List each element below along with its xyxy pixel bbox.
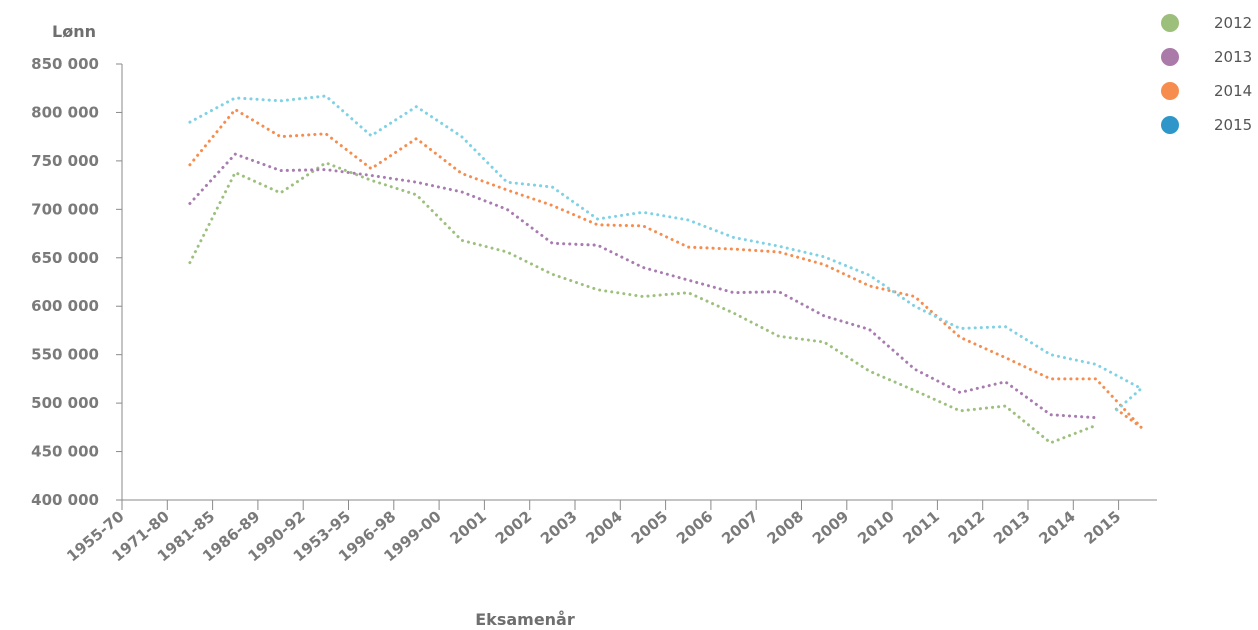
series-line-2013 bbox=[188, 152, 1098, 420]
x-tick-label: 2007 bbox=[718, 507, 762, 548]
series-line-2012 bbox=[188, 161, 1098, 445]
y-tick-label: 550 000 bbox=[31, 346, 99, 364]
y-tick-label: 400 000 bbox=[31, 491, 99, 509]
legend-marker-2014 bbox=[1161, 82, 1179, 100]
legend-label-2013: 2013 bbox=[1214, 48, 1252, 66]
y-tick-label: 800 000 bbox=[31, 103, 99, 121]
x-axis-title: Eksamenår bbox=[475, 610, 575, 629]
x-tick-label: 2013 bbox=[990, 507, 1034, 548]
legend-label-2015: 2015 bbox=[1214, 116, 1252, 134]
x-tick-label: 2002 bbox=[492, 507, 536, 548]
legend-marker-2012 bbox=[1161, 14, 1179, 32]
y-tick-label: 750 000 bbox=[31, 152, 99, 170]
x-tick-label: 2004 bbox=[582, 507, 626, 548]
legend-marker-2015 bbox=[1161, 116, 1179, 134]
x-tick-label: 2009 bbox=[809, 507, 853, 548]
legend: 2012 2013 2014 2015 bbox=[1161, 14, 1252, 134]
legend-label-2012: 2012 bbox=[1214, 14, 1252, 32]
x-tick-label: 2003 bbox=[537, 507, 581, 548]
x-tick-label: 2014 bbox=[1035, 507, 1079, 548]
series-line-2015 bbox=[188, 94, 1143, 414]
y-tick-label: 600 000 bbox=[31, 297, 99, 315]
x-tick-label: 2005 bbox=[628, 507, 672, 548]
x-tick-label: 2012 bbox=[945, 507, 989, 548]
y-tick-label: 650 000 bbox=[31, 249, 99, 267]
y-axis-title: Lønn bbox=[52, 22, 96, 41]
legend-marker-2013 bbox=[1161, 48, 1179, 66]
y-tick-label: 450 000 bbox=[31, 443, 99, 461]
y-tick-label: 500 000 bbox=[31, 394, 99, 412]
legend-label-2014: 2014 bbox=[1214, 82, 1252, 100]
y-ticks: 400 000 450 000 500 000 550 000 600 000 650 0… bbox=[31, 55, 122, 509]
series-line-2014 bbox=[188, 108, 1143, 429]
x-tick-label: 2001 bbox=[446, 507, 490, 548]
x-tick-label: 2008 bbox=[764, 507, 808, 548]
x-tick-label: 2011 bbox=[899, 507, 943, 548]
y-tick-label: 700 000 bbox=[31, 200, 99, 218]
series-lines bbox=[188, 94, 1143, 445]
x-tick-label: 2010 bbox=[854, 507, 898, 548]
x-ticks: 1955-701971-801981-851986-891990-921953-… bbox=[63, 500, 1124, 565]
y-tick-label: 850 000 bbox=[31, 55, 99, 73]
x-tick-label: 2015 bbox=[1081, 507, 1125, 548]
x-tick-label: 2006 bbox=[673, 507, 717, 548]
